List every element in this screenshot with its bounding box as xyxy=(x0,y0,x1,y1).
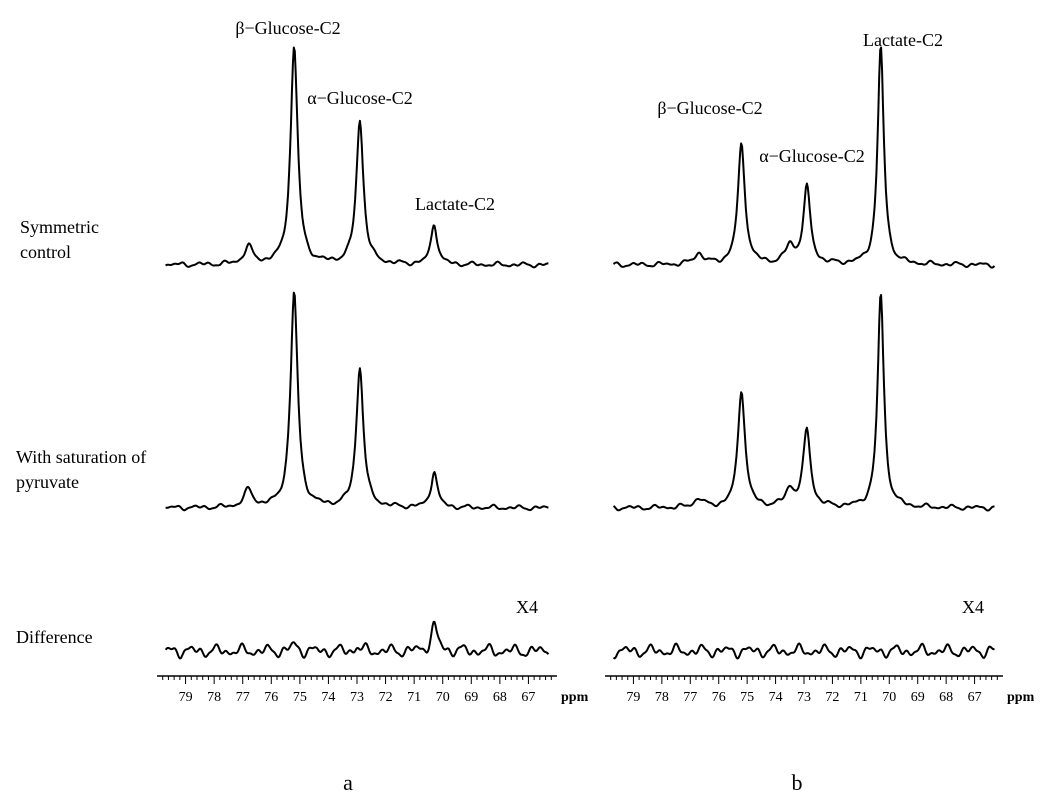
row-label-symmetric-line1: Symmetric xyxy=(20,217,99,237)
spectrum-a-difference xyxy=(164,620,550,660)
x-unit-b: ppm xyxy=(1007,690,1035,705)
spectrum-a-symmetric xyxy=(165,46,549,269)
x-tick-label-a-77: 77 xyxy=(236,690,250,705)
x-tick-label-b-67: 67 xyxy=(968,690,982,705)
peak-label-a-1: α−Glucose-C2 xyxy=(307,88,413,108)
scale-note-a: X4 xyxy=(516,597,538,617)
peak-label-a-2: Lactate-C2 xyxy=(415,194,495,214)
row-label-saturation-line1: With saturation of xyxy=(16,447,146,467)
x-tick-label-b-70: 70 xyxy=(882,690,896,705)
spectrum-a-saturation xyxy=(165,291,549,512)
panel-b: β−Glucose-C2 α−Glucose-C2 Lactate-C2 X4 79 78… xyxy=(605,30,1035,705)
scale-note-b: X4 xyxy=(962,597,984,617)
row-label-difference-line1: Difference xyxy=(16,627,93,647)
x-tick-label-a-67: 67 xyxy=(521,690,535,705)
spectrum-b-symmetric xyxy=(612,46,996,269)
x-tick-label-a-75: 75 xyxy=(293,690,307,705)
x-tick-label-b-74: 74 xyxy=(769,690,783,705)
x-tick-label-b-75: 75 xyxy=(740,690,754,705)
x-tick-label-a-78: 78 xyxy=(207,690,221,705)
x-tick-label-b-77: 77 xyxy=(683,690,697,705)
x-tick-label-a-72: 72 xyxy=(379,690,393,705)
x-tick-label-a-74: 74 xyxy=(321,690,335,705)
peak-label-a-0: β−Glucose-C2 xyxy=(235,18,340,38)
plot-layer: β−Glucose-C2 α−Glucose-C2 Lactate-C2 X4 79 78… xyxy=(157,18,1035,705)
row-label-saturation: With saturation of pyruvate xyxy=(16,447,146,492)
row-label-symmetric-line2: control xyxy=(20,242,71,262)
spectrum-b-saturation xyxy=(612,294,995,512)
x-tick-label-b-78: 78 xyxy=(655,690,669,705)
x-tick-label-a-69: 69 xyxy=(464,690,478,705)
x-unit-a: ppm xyxy=(561,690,589,705)
x-tick-label-a-70: 70 xyxy=(436,690,450,705)
peak-label-b-0: β−Glucose-C2 xyxy=(657,98,762,118)
x-tick-label-b-72: 72 xyxy=(825,690,839,705)
x-tick-label-b-73: 73 xyxy=(797,690,811,705)
x-tick-label-b-76: 76 xyxy=(712,690,726,705)
panel-a: β−Glucose-C2 α−Glucose-C2 Lactate-C2 X4 79 78… xyxy=(157,18,589,705)
peak-label-b-2: Lactate-C2 xyxy=(863,30,943,50)
x-tick-label-a-68: 68 xyxy=(493,690,507,705)
row-label-saturation-line2: pyruvate xyxy=(16,472,79,492)
panel-label-b: b xyxy=(792,770,803,795)
row-label-difference: Difference xyxy=(16,627,93,647)
spectrum-b-difference xyxy=(612,642,995,660)
x-tick-label-a-73: 73 xyxy=(350,690,364,705)
x-tick-label-b-71: 71 xyxy=(854,690,868,705)
x-tick-label-a-71: 71 xyxy=(407,690,421,705)
x-tick-label-b-68: 68 xyxy=(939,690,953,705)
x-tick-label-a-79: 79 xyxy=(179,690,193,705)
x-tick-label-b-69: 69 xyxy=(911,690,925,705)
peak-label-b-1: α−Glucose-C2 xyxy=(759,146,865,166)
x-tick-label-b-79: 79 xyxy=(626,690,640,705)
x-tick-label-a-76: 76 xyxy=(264,690,278,705)
panel-label-a: a xyxy=(343,770,353,795)
row-label-symmetric: Symmetric control xyxy=(20,217,99,262)
